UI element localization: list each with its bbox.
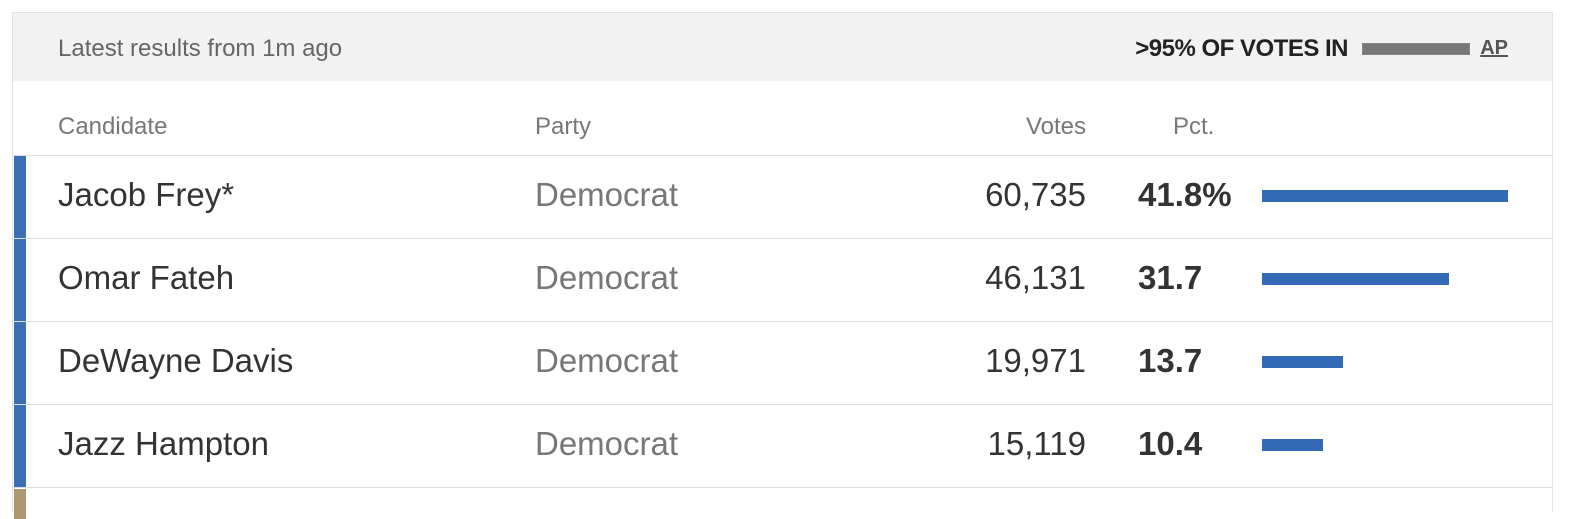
party-strip: [14, 405, 26, 487]
column-header: Party: [535, 113, 592, 140]
percent-bar: [1262, 273, 1449, 285]
vote-percent: 41.8%: [1138, 176, 1232, 213]
vote-count: 15,119: [987, 425, 1086, 462]
party-name: Democrat: [535, 425, 679, 462]
party-strip: [14, 322, 26, 404]
party-strip: [14, 489, 26, 519]
source-link[interactable]: AP: [1480, 37, 1508, 59]
party-name: Democrat: [535, 342, 679, 379]
candidate-name: Omar Fateh: [58, 259, 235, 296]
party-strip: [14, 156, 26, 238]
percent-bar: [1262, 356, 1343, 368]
page: Latest results from 1m ago >95% OF VOTES…: [12, 12, 1553, 519]
vote-percent: 10.4: [1138, 425, 1203, 462]
vote-count: 60,735: [985, 176, 1086, 213]
candidate-name: Jazz Hampton: [58, 425, 269, 462]
vote-count: 19,971: [985, 342, 1086, 379]
header-bar: Latest results from 1m ago >95% OF VOTES…: [13, 13, 1552, 81]
vote-percent: 31.7: [1138, 259, 1203, 296]
percent-bar: [1262, 439, 1324, 451]
column-header: Votes: [1025, 113, 1086, 140]
reporting-bar: [1362, 43, 1470, 55]
column-header: Candidate: [58, 113, 168, 140]
result-row: DeWayne Davis Democrat 19,971 13.7: [13, 321, 1552, 404]
party-name: Democrat: [535, 176, 679, 213]
reporting-text: >95% OF VOTES IN: [1135, 35, 1348, 62]
percent-bar: [1262, 190, 1508, 202]
candidate-name: Jacob Frey*: [58, 176, 235, 213]
party-strip: [14, 239, 26, 321]
row-divider: [13, 487, 1552, 488]
results-widget: Latest results from 1m ago >95% OF VOTES…: [12, 12, 1553, 519]
vote-percent: 13.7: [1138, 342, 1203, 379]
result-row: Jazz Hampton Democrat 15,119 10.4: [13, 404, 1552, 487]
vote-count: 46,131: [985, 259, 1086, 296]
updated-text: Latest results from 1m ago: [58, 35, 343, 62]
column-header: Pct.: [1173, 113, 1215, 140]
result-row: Omar Fateh Democrat 46,131 31.7: [13, 238, 1552, 321]
party-name: Democrat: [535, 259, 679, 296]
candidate-name: DeWayne Davis: [58, 342, 294, 379]
result-row: Jacob Frey* Democrat 60,735 41.8%: [13, 155, 1552, 238]
